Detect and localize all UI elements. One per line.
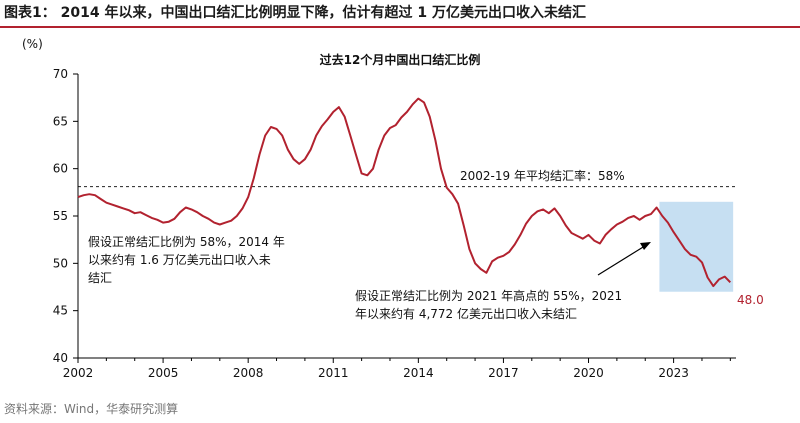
- y-tick-label: 45: [53, 304, 68, 318]
- y-tick-label: 40: [53, 351, 68, 365]
- x-tick-label: 2020: [573, 366, 604, 380]
- x-tick-label: 2023: [658, 366, 689, 380]
- x-tick-label: 2014: [403, 366, 434, 380]
- annotation-right-line-2: 年以来约有 4,772 亿美元出口收入未结汇: [355, 306, 577, 321]
- source-note: 资料来源：Wind，华泰研究测算: [4, 402, 179, 416]
- chart-title: 过去12个月中国出口结汇比例: [320, 52, 481, 67]
- annotation-left-line-1: 假设正常结汇比例为 58%，2014 年: [88, 235, 285, 249]
- x-tick-label: 2002: [63, 366, 94, 380]
- y-axis-unit: (%): [22, 37, 43, 51]
- figure-title: 图表1： 2014 年以来，中国出口结汇比例明显下降，估计有超过 1 万亿美元出…: [0, 0, 800, 28]
- y-tick-label: 50: [53, 256, 68, 270]
- x-tick-label: 2008: [233, 366, 264, 380]
- series-line: [77, 97, 732, 288]
- annotation-arrow-head: [640, 242, 651, 250]
- x-tick-label: 2011: [318, 366, 349, 380]
- last-value-label: 48.0: [737, 293, 764, 307]
- x-tick-label: 2005: [148, 366, 179, 380]
- y-tick-label: 60: [53, 162, 68, 176]
- annotation-left-line-3: 结汇: [88, 271, 112, 285]
- annotation-left-line-2: 以来约有 1.6 万亿美元出口收入未: [88, 252, 271, 267]
- annotation-right-line-1: 假设正常结汇比例为 2021 年高点的 55%，2021: [355, 288, 622, 303]
- y-tick-label: 70: [53, 67, 68, 81]
- y-tick-label: 65: [53, 114, 68, 128]
- annotation-arrow: [597, 243, 649, 276]
- shaded-region: [659, 201, 734, 292]
- x-tick-label: 2017: [488, 366, 519, 380]
- reference-line-label: 2002-19 年平均结汇率：58%: [460, 168, 625, 183]
- y-tick-label: 55: [53, 209, 68, 223]
